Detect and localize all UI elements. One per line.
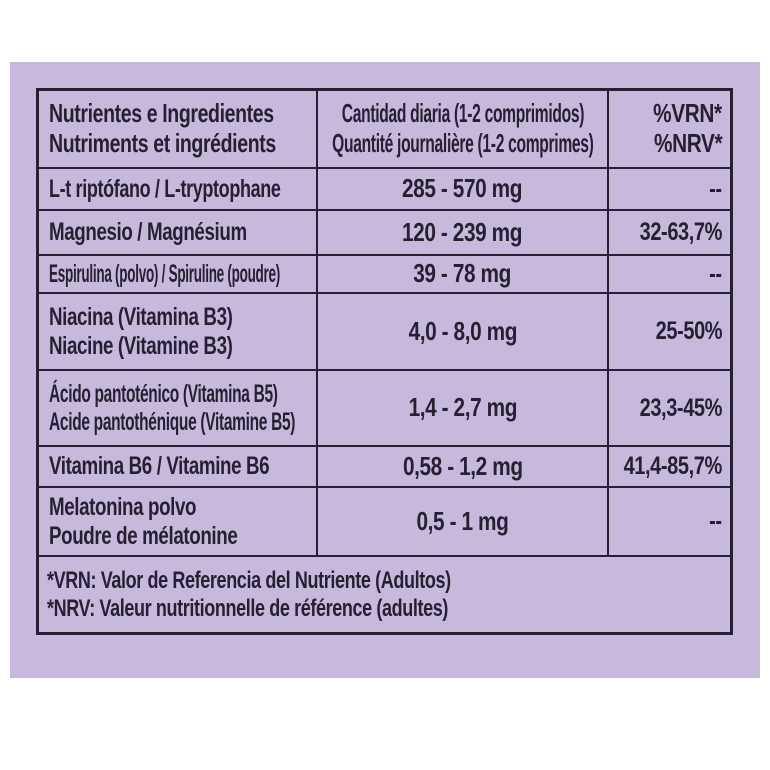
footnote-nrv: *NRV: Valeur nutritionnelle de référence… [47,594,449,622]
footnotes-row: *VRN: Valor de Referencia del Nutriente … [39,557,730,632]
nrv-cell: 23,3-45% [609,371,730,445]
header-amount-line1: Cantidad diaria (1-2 comprimidos) [341,98,584,129]
nutrient-name-line1: Niacina (Vitamina B3) [49,303,233,331]
nrv-value: 25-50% [655,317,722,346]
nutrient-name-cell: L-t riptófano / L-tryptophane [39,169,316,209]
footnote-vrn: *VRN: Valor de Referencia del Nutriente … [47,567,451,595]
amount-cell: 4,0 - 8,0 mg [316,294,609,369]
nrv-value: 32-63,7% [639,218,723,247]
header-nutrients-line1: Nutrientes e Ingredientes [49,98,274,129]
nutrient-name-line2: Acide pantothénique (Vitamine B5) [49,408,296,436]
amount-cell: 0,58 - 1,2 mg [316,447,609,486]
table-row: L-t riptófano / L-tryptophane 285 - 570 … [39,169,730,211]
amount-value: 285 - 570 mg [402,173,523,204]
header-nutrients-line2: Nutriments et ingrédients [49,128,276,158]
amount-cell: 39 - 78 mg [316,256,609,292]
header-amount-line2: Quantité journalière (1-2 comprimes) [331,128,594,158]
header-amount: Cantidad diaria (1-2 comprimidos) Quanti… [316,91,609,167]
table-row: Espirulina (polvo) / Spiruline (poudre) … [39,256,730,294]
nutrient-name-cell: Espirulina (polvo) / Spiruline (poudre) [39,256,316,292]
nutrient-name-line1: Ácido pantoténico (Vitamina B5) [49,379,278,408]
amount-value: 0,5 - 1 mg [416,505,509,536]
nrv-cell: 32-63,7% [609,211,730,254]
amount-cell: 120 - 239 mg [316,211,609,254]
header-nrv-line2: %NRV* [653,128,723,158]
nutrient-name: Magnesio / Magnésium [49,218,247,247]
nutrient-name-line2: Poudre de mélatonine [49,521,238,550]
nrv-cell: -- [609,488,730,555]
amount-cell: 1,4 - 2,7 mg [316,371,609,445]
nrv-value: 41,4-85,7% [623,452,723,481]
table-row: Ácido pantoténico (Vitamina B5) Acide pa… [39,371,730,447]
nrv-cell: -- [609,169,730,209]
nrv-value: 23,3-45% [639,393,723,422]
header-nrv: %VRN* %NRV* [609,91,730,167]
nrv-value: -- [709,259,722,288]
nutrient-name-cell: Niacina (Vitamina B3) Niacine (Vitamine … [39,294,316,369]
nutrient-name: Vitamina B6 / Vitamine B6 [49,452,270,481]
nutrition-table: Nutrientes e Ingredientes Nutriments et … [36,88,733,635]
nrv-cell: -- [609,256,730,292]
table-row: Magnesio / Magnésium 120 - 239 mg 32-63,… [39,211,730,256]
nutrient-name-cell: Magnesio / Magnésium [39,211,316,254]
nutrient-name-line1: Melatonina polvo [49,493,197,521]
header-nrv-line1: %VRN* [653,98,722,129]
amount-value: 120 - 239 mg [402,216,523,247]
amount-value: 39 - 78 mg [413,258,512,289]
table-row: Melatonina polvo Poudre de mélatonine 0,… [39,488,730,557]
table-row: Vitamina B6 / Vitamine B6 0,58 - 1,2 mg … [39,447,730,488]
amount-cell: 0,5 - 1 mg [316,488,609,555]
nutrient-name-cell: Vitamina B6 / Vitamine B6 [39,447,316,486]
amount-cell: 285 - 570 mg [316,169,609,209]
nutrient-name: L-t riptófano / L-tryptophane [49,174,281,203]
amount-value: 0,58 - 1,2 mg [402,450,523,481]
nrv-value: -- [709,507,722,536]
nutrient-name-line2: Niacine (Vitamine B3) [49,331,233,360]
nutrient-name-cell: Ácido pantoténico (Vitamina B5) Acide pa… [39,371,316,445]
amount-value: 4,0 - 8,0 mg [408,315,517,346]
amount-value: 1,4 - 2,7 mg [408,392,517,423]
nrv-cell: 25-50% [609,294,730,369]
nutrient-name-cell: Melatonina polvo Poudre de mélatonine [39,488,316,555]
nutrient-name: Espirulina (polvo) / Spiruline (poudre) [49,259,280,288]
table-header-row: Nutrientes e Ingredientes Nutriments et … [39,91,730,169]
table-row: Niacina (Vitamina B3) Niacine (Vitamine … [39,294,730,371]
footnotes-cell: *VRN: Valor de Referencia del Nutriente … [39,557,730,632]
label-panel: Nutrientes e Ingredientes Nutriments et … [10,62,760,678]
nrv-cell: 41,4-85,7% [609,447,730,486]
header-nutrients: Nutrientes e Ingredientes Nutriments et … [39,91,316,167]
nrv-value: -- [709,174,722,203]
